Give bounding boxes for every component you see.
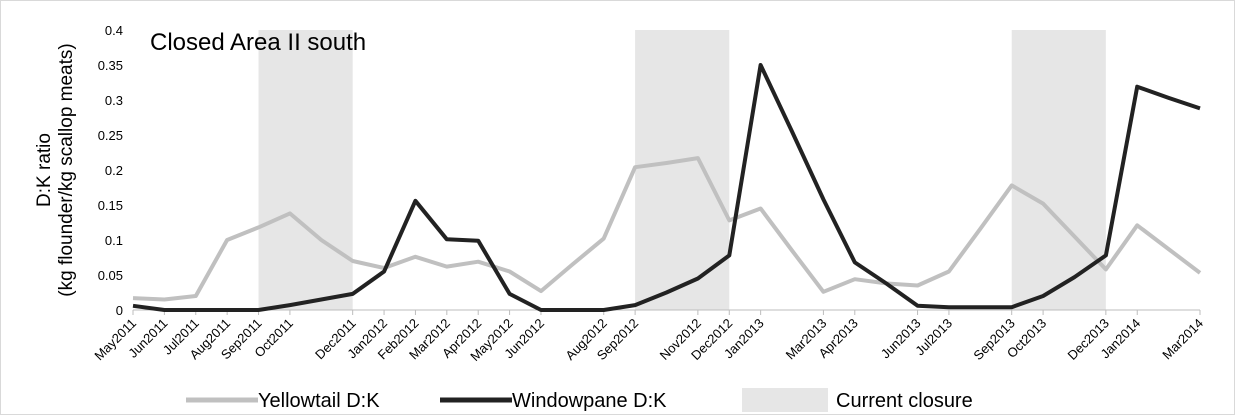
y-axis-title: D:K ratio (kg flounder/kg scallop meats) (34, 43, 77, 296)
chart-title: Closed Area II south (150, 29, 366, 56)
legend: Yellowtail D:K Windowpane D:K Current cl… (186, 388, 973, 412)
y-tick-label: 0.35 (98, 58, 123, 73)
legend-label-yellowtail: Yellowtail D:K (258, 390, 380, 412)
closure-band-1 (258, 30, 353, 310)
y-tick-label: 0.1 (105, 233, 123, 248)
closure-bands (258, 30, 1106, 310)
series-line-windowpane (132, 63, 1201, 312)
y-axis-title-line1: D:K ratio (34, 133, 55, 207)
y-tick-label: 0.25 (98, 128, 123, 143)
series-line-yellowtail (132, 156, 1202, 302)
closure-band-3 (1011, 30, 1106, 310)
y-tick-label: 0 (116, 303, 123, 318)
legend-label-closure: Current closure (836, 390, 973, 412)
legend-label-windowpane: Windowpane D:K (512, 390, 667, 412)
series-lines (132, 63, 1202, 312)
closure-band-2 (635, 30, 730, 310)
y-axis-title-line2: (kg flounder/kg scallop meats) (56, 43, 77, 296)
y-tick-label: 0.2 (105, 163, 123, 178)
y-tick-label: 0.15 (98, 198, 123, 213)
legend-swatch-closure (742, 388, 828, 412)
y-tick-label: 0.3 (105, 93, 123, 108)
y-tick-label: 0.05 (98, 268, 123, 283)
y-tick-label: 0.4 (105, 23, 123, 38)
